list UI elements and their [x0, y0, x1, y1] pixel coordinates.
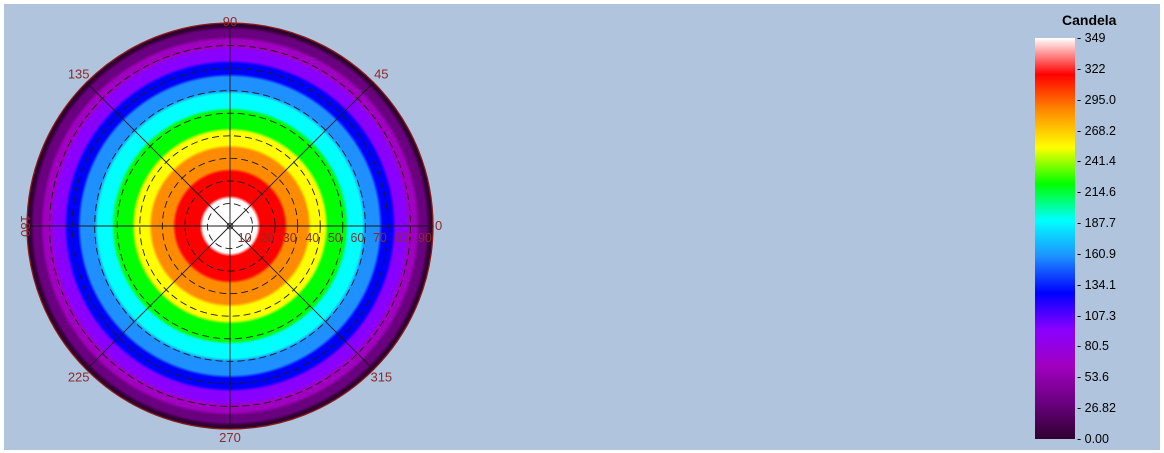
radial-tick-label: 40: [305, 231, 319, 245]
radial-tick-label: 80: [396, 231, 410, 245]
colorbar-tick-label: - 187.7: [1077, 216, 1116, 231]
colorbar-tick-label: - 268.2: [1077, 123, 1116, 138]
spoke-135: [86, 82, 231, 227]
colorbar-tick-label: - 241.4: [1077, 154, 1116, 169]
angle-label: 45: [374, 67, 388, 82]
spoke-225: [86, 225, 231, 370]
plot-panel: 10 20 30 40 50 60 70 80 90 0 45 90 135 180 225 270 315 C…: [4, 4, 1160, 450]
angle-label: 270: [219, 430, 241, 445]
colorbar-tick-label: - 107.3: [1077, 308, 1116, 323]
radial-tick-label: 30: [283, 231, 297, 245]
radial-tick-label: 20: [260, 231, 274, 245]
center-marker: [226, 222, 234, 230]
colorbar-tick-label: - 0.00: [1077, 432, 1109, 446]
colorbar-gradient: [1035, 38, 1075, 439]
colorbar-tick-label: - 214.6: [1077, 185, 1116, 200]
colorbar-tick-label: - 53.6: [1077, 370, 1109, 385]
colorbar-tick-label: - 134.1: [1077, 277, 1116, 292]
radial-tick-label: 90: [418, 231, 432, 245]
colorbar-tick-label: - 322: [1077, 61, 1106, 76]
angle-label: 135: [68, 67, 90, 82]
angle-label: 180: [18, 215, 33, 237]
colorbar-tick-label: - 349: [1077, 31, 1106, 45]
radial-tick-label: 70: [373, 231, 387, 245]
colorbar-tick-label: - 160.9: [1077, 246, 1116, 261]
colorbar-tick-label: - 26.82: [1077, 401, 1116, 416]
spoke-315: [229, 225, 374, 370]
angle-label: 225: [68, 369, 90, 384]
radial-tick-label: 50: [328, 231, 342, 245]
radial-tick-label: 60: [350, 231, 364, 245]
radial-tick-label: 10: [238, 231, 252, 245]
angle-label: 0: [435, 218, 442, 233]
colorbar-title: Candela: [1062, 12, 1117, 28]
colorbar-tick-label: - 80.5: [1077, 339, 1109, 354]
angle-label: 90: [223, 14, 237, 29]
spoke-45: [229, 82, 374, 227]
colorbar-tick-label: - 295.0: [1077, 92, 1116, 107]
angle-label: 315: [370, 369, 392, 384]
